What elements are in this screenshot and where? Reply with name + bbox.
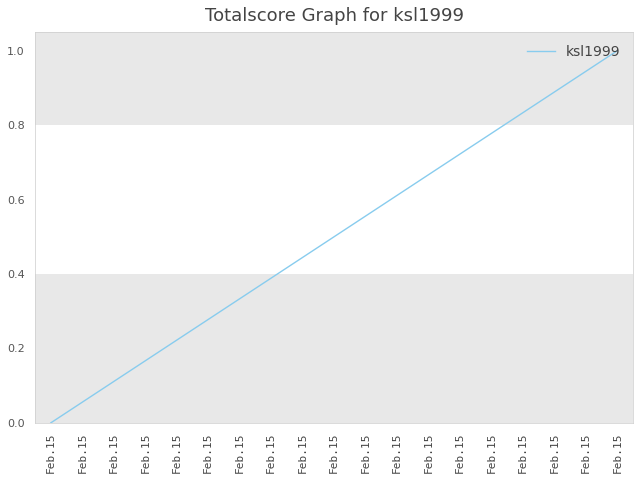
ksl1999 [299, 254, 307, 260]
ksl1999 [456, 151, 464, 157]
Bar [35, 348, 633, 423]
ksl1999 [110, 379, 118, 384]
ksl1999 [79, 399, 86, 405]
Line: ksl1999: ksl1999 [51, 51, 618, 423]
ksl1999 [236, 296, 243, 301]
Bar [35, 32, 633, 51]
Bar [35, 274, 633, 348]
Legend: ksl1999: ksl1999 [522, 39, 626, 64]
Bar [35, 200, 633, 274]
ksl1999 [330, 234, 338, 240]
ksl1999 [614, 48, 621, 54]
ksl1999 [173, 337, 180, 343]
Bar [35, 51, 633, 125]
ksl1999 [519, 110, 527, 116]
ksl1999 [204, 317, 212, 323]
ksl1999 [141, 358, 149, 364]
ksl1999 [488, 131, 495, 136]
ksl1999 [582, 69, 589, 74]
ksl1999 [425, 172, 433, 178]
ksl1999 [268, 275, 275, 281]
Title: Totalscore Graph for ksl1999: Totalscore Graph for ksl1999 [205, 7, 463, 25]
ksl1999 [550, 89, 558, 95]
Bar [35, 125, 633, 200]
ksl1999 [393, 192, 401, 198]
ksl1999 [362, 213, 369, 219]
ksl1999 [47, 420, 54, 426]
